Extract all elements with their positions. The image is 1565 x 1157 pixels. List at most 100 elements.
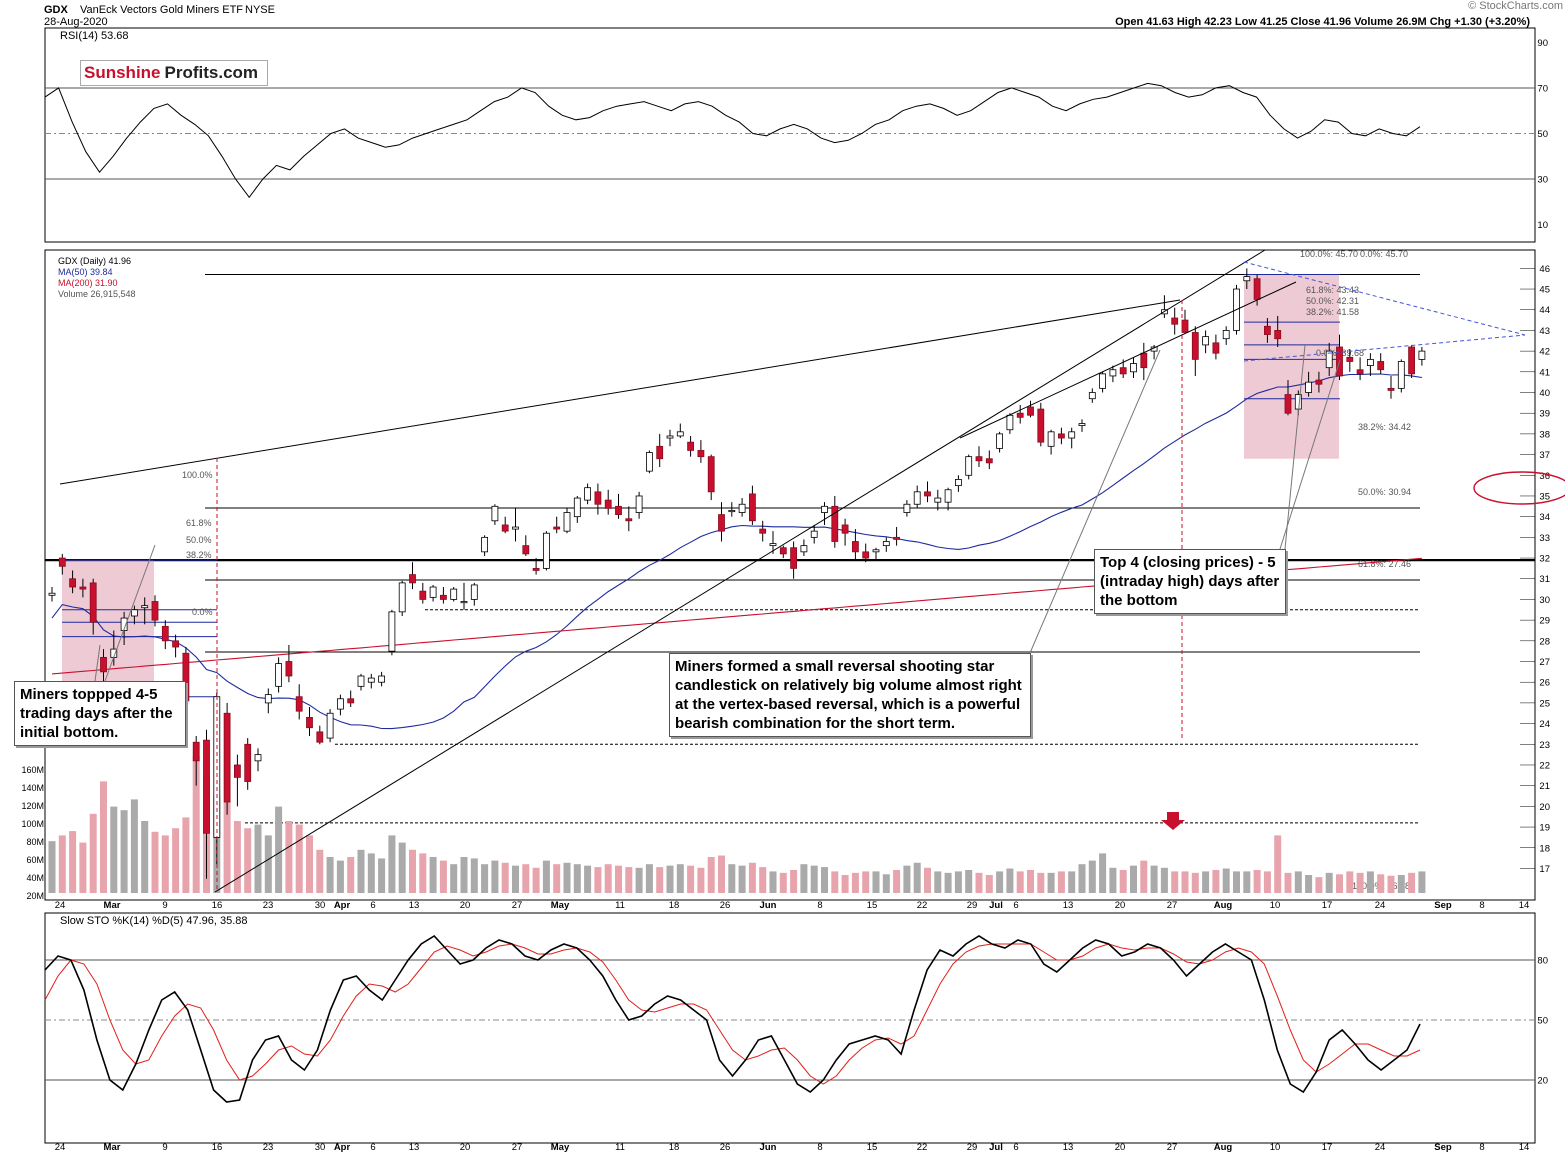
candle-body [1305, 381, 1312, 393]
x-tick-label: 23 [263, 1142, 274, 1153]
candle [1099, 371, 1106, 393]
x-tick-label: 30 [315, 1142, 326, 1153]
candle-body [790, 547, 797, 569]
candle [336, 694, 344, 716]
volume-bar [1325, 872, 1333, 893]
candle-body [800, 545, 808, 553]
candle [491, 504, 499, 525]
volume-bar [1130, 865, 1137, 893]
x-tick-label: 24 [55, 1142, 66, 1153]
price-tick-label: 21 [1539, 781, 1550, 792]
x-tick-label: 17 [1322, 900, 1333, 911]
candle [697, 440, 705, 463]
volume-bar [439, 860, 447, 893]
volume-bar [295, 824, 303, 893]
candle-body [1202, 336, 1209, 346]
x-tick-label: May [551, 900, 570, 911]
candle [707, 454, 715, 501]
volume-bar [944, 872, 952, 893]
price-tick-label: 28 [1539, 636, 1550, 647]
candle-body [656, 445, 664, 460]
price-tick-label: 31 [1539, 574, 1550, 585]
rsi-line [44, 82, 1421, 199]
volume-bar [645, 864, 653, 893]
candle-body [594, 491, 602, 505]
price-tick-label: 22 [1539, 760, 1550, 771]
candle [532, 558, 540, 575]
x-tick-label: Sep [1434, 1142, 1452, 1153]
candle-body [759, 528, 767, 534]
candle-body [553, 526, 561, 530]
candle [1418, 346, 1426, 366]
candle [944, 487, 952, 511]
volume-bar [172, 828, 180, 893]
rsi-panel [44, 27, 1536, 243]
x-tick-label: 11 [615, 1142, 625, 1153]
volume-bar [1057, 871, 1065, 893]
candle [543, 531, 550, 571]
x-tick-label: 27 [512, 900, 523, 911]
annotations [59, 249, 1565, 893]
candle [779, 545, 787, 559]
fib-label: 100.0%: 45.70 [1300, 249, 1358, 259]
rsi-grid: 90 70 50 30 10 [45, 38, 1548, 231]
candle-body [203, 739, 210, 834]
candle [79, 578, 87, 598]
price-tick-label: 19 [1539, 823, 1550, 834]
volume-bar [882, 874, 890, 893]
volume-bar [1263, 871, 1271, 893]
x-tick-label: 30 [315, 900, 326, 911]
candle [615, 493, 622, 519]
x-tick-label: 20 [1115, 1142, 1126, 1153]
volume-bar [862, 871, 870, 893]
candle [161, 620, 169, 650]
sunshine-profits-logo: Sunshine Profits.com [80, 60, 268, 86]
candle-body [872, 549, 880, 553]
x-tick-label: 13 [1063, 900, 1074, 911]
candle-body [336, 698, 344, 710]
callout-pointer [94, 644, 101, 682]
candle [450, 587, 458, 602]
candle [1130, 357, 1137, 379]
volume-bar [388, 835, 396, 893]
price-tick-label: 41 [1539, 367, 1550, 378]
volume-bar [141, 821, 149, 893]
candle-body [893, 536, 900, 540]
candle-body [306, 716, 313, 729]
candle-body [450, 588, 458, 600]
candle [398, 580, 406, 616]
price-tick-label: 37 [1539, 450, 1550, 461]
candle [646, 450, 653, 474]
x-tick-label: 16 [212, 1142, 223, 1153]
x-tick-label: 13 [409, 1142, 420, 1153]
candle-body [233, 764, 241, 778]
volume-bar [748, 862, 756, 893]
volume-bar [192, 756, 200, 893]
candle-body [1408, 346, 1415, 375]
candle-body [275, 663, 283, 687]
candle [326, 709, 334, 743]
price-tick-label: 26 [1539, 678, 1550, 689]
x-tick-label: 15 [867, 900, 878, 911]
candle-body [79, 586, 87, 590]
x-tick-label: 24 [1375, 900, 1386, 911]
candle [810, 524, 818, 544]
candle [882, 537, 890, 552]
candle-body [192, 741, 200, 762]
candle [285, 644, 293, 683]
volume-bar [1387, 875, 1395, 893]
x-tick-label: 29 [967, 1142, 978, 1153]
volume-bar [1253, 869, 1261, 893]
candle [1068, 427, 1076, 449]
candle [903, 500, 911, 517]
x-tick-label: Mar [104, 900, 121, 911]
callout-pointer [1284, 344, 1306, 550]
candle [553, 516, 561, 534]
volume-bar [79, 842, 87, 893]
volume-bar [182, 817, 190, 893]
volume-bar [1119, 869, 1127, 893]
candle-body [862, 551, 870, 559]
volume-bar [893, 869, 901, 893]
candle [1027, 400, 1034, 418]
candle [233, 754, 241, 807]
